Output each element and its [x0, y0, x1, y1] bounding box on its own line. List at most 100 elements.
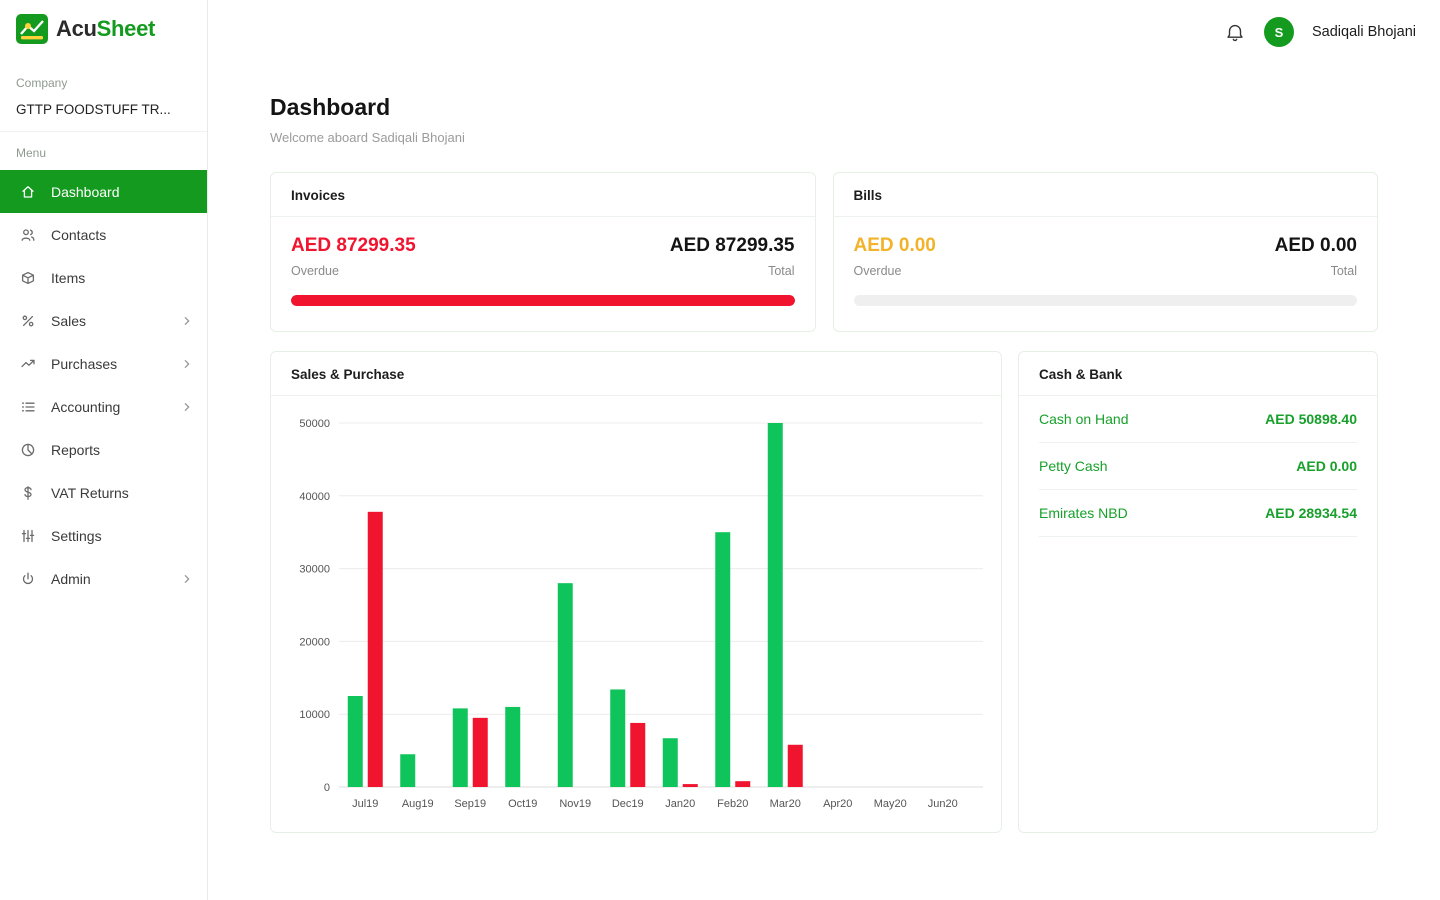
account-name: Emirates NBD: [1039, 505, 1128, 521]
sidebar-item-label: Settings: [51, 527, 102, 544]
svg-text:Mar20: Mar20: [770, 798, 801, 810]
sidebar-item-settings[interactable]: Settings: [0, 514, 207, 557]
sales-purchase-chart: 0 10000 20000 30000 40000 50000 Jul19 Aug19 Sep1…: [271, 396, 1001, 828]
bottom-row: Sales & Purchase 0 10000 20000 30000 40000 50…: [270, 351, 1378, 833]
sidebar-item-vat-returns[interactable]: VAT Returns: [0, 471, 207, 514]
sidebar-item-label: Dashboard: [51, 183, 120, 200]
svg-text:20000: 20000: [299, 636, 330, 648]
sidebar-item-dashboard[interactable]: Dashboard: [0, 170, 207, 213]
chevron-right-icon: [181, 315, 193, 327]
sidebar-item-contacts[interactable]: Contacts: [0, 213, 207, 256]
list-icon: [20, 399, 36, 415]
user-name[interactable]: Sadiqali Bhojani: [1312, 24, 1416, 40]
svg-text:Sep19: Sep19: [454, 798, 486, 810]
account-name: Petty Cash: [1039, 458, 1108, 474]
svg-text:50000: 50000: [299, 418, 330, 430]
svg-text:Nov19: Nov19: [559, 798, 591, 810]
sidebar-item-accounting[interactable]: Accounting: [0, 385, 207, 428]
sidebar-item-label: Admin: [51, 570, 91, 587]
bar-sales-jan20: [662, 738, 678, 787]
sidebar-item-label: Contacts: [51, 226, 107, 243]
sliders-icon: [20, 528, 36, 544]
users-icon: [20, 227, 36, 243]
trend-icon: [20, 356, 36, 372]
account-balance: AED 28934.54: [1265, 505, 1357, 521]
sales-purchase-card-title: Sales & Purchase: [271, 352, 1001, 396]
bills-overdue-label: Overdue: [853, 264, 902, 278]
svg-text:Oct19: Oct19: [508, 798, 537, 810]
sidebar-item-label: VAT Returns: [51, 484, 129, 501]
bills-card-body: AED 0.00 Overdue AED 0.00 Total: [834, 217, 1378, 306]
cash-bank-row-emirates-nbd[interactable]: Emirates NBD AED 28934.54: [1039, 490, 1357, 537]
main-panel: Dashboard Welcome aboard Sadiqali Bhojan…: [208, 64, 1440, 833]
company-name[interactable]: GTTP FOODSTUFF TR...: [0, 96, 207, 132]
page-subtitle: Welcome aboard Sadiqali Bhojani: [270, 130, 465, 145]
cash-bank-row-petty-cash[interactable]: Petty Cash AED 0.00: [1039, 443, 1357, 490]
svg-text:Apr20: Apr20: [823, 798, 852, 810]
company-section-label: Company: [16, 76, 68, 90]
sidebar-item-admin[interactable]: Admin: [0, 557, 207, 600]
bills-progress-track: [853, 295, 1357, 306]
chevron-right-icon: [181, 358, 193, 370]
sidebar-item-label: Purchases: [51, 355, 118, 372]
cash-bank-card-title: Cash & Bank: [1019, 352, 1377, 396]
stat-cards-row: Invoices AED 87299.35 Overdue AED 87299.…: [270, 172, 1378, 332]
sidebar-item-reports[interactable]: Reports: [0, 428, 207, 471]
sidebar-item-label: Reports: [51, 441, 101, 458]
bar-sales-aug19: [400, 754, 416, 787]
svg-text:0: 0: [324, 782, 330, 794]
percent-icon: [20, 313, 36, 329]
bar-sales-sep19: [452, 708, 468, 787]
sidebar-menu: Dashboard Contacts Items Sales Purchases Acco…: [0, 170, 207, 600]
bar-purchase-sep19: [472, 717, 488, 787]
svg-text:Jan20: Jan20: [665, 798, 695, 810]
bills-total-value: AED 0.00: [1274, 235, 1357, 256]
notifications-bell-icon[interactable]: [1224, 21, 1246, 43]
svg-text:Feb20: Feb20: [717, 798, 748, 810]
invoices-overdue-value: AED 87299.35: [291, 235, 416, 256]
svg-text:May20: May20: [874, 798, 907, 810]
bar-sales-feb20: [715, 532, 731, 787]
avatar[interactable]: S: [1264, 17, 1294, 47]
invoices-progress-track: [291, 295, 795, 306]
svg-text:Jun20: Jun20: [928, 798, 958, 810]
bar-purchase-feb20: [735, 781, 751, 787]
svg-text:Aug19: Aug19: [402, 798, 434, 810]
content-area: S Sadiqali Bhojani Dashboard Welcome abo…: [208, 0, 1440, 900]
cash-bank-row-cash-on-hand[interactable]: Cash on Hand AED 50898.40: [1039, 396, 1357, 443]
bar-purchase-dec19: [630, 722, 646, 787]
home-icon: [20, 184, 36, 200]
sidebar-item-items[interactable]: Items: [0, 256, 207, 299]
svg-text:30000: 30000: [299, 564, 330, 576]
sidebar: AcuSheet Company GTTP FOODSTUFF TR... Me…: [0, 0, 208, 900]
sidebar-item-label: Items: [51, 269, 86, 286]
sidebar-item-sales[interactable]: Sales: [0, 299, 207, 342]
svg-text:40000: 40000: [299, 491, 330, 503]
chevron-right-icon: [181, 573, 193, 585]
power-icon: [20, 571, 36, 587]
svg-text:10000: 10000: [299, 709, 330, 721]
bills-total-label: Total: [1330, 264, 1357, 278]
sidebar-item-label: Accounting: [51, 398, 121, 415]
svg-text:Jul19: Jul19: [352, 798, 378, 810]
app-logo-icon: [16, 14, 48, 44]
bills-card-title: Bills: [833, 173, 1377, 217]
invoices-overdue-label: Overdue: [291, 264, 339, 278]
account-balance: AED 50898.40: [1265, 411, 1357, 427]
dollar-icon: [20, 485, 36, 501]
sidebar-item-purchases[interactable]: Purchases: [0, 342, 207, 385]
cash-bank-card: Cash & Bank Cash on Hand AED 50898.40 Pett…: [1018, 351, 1378, 833]
app-logo: AcuSheet: [0, 0, 207, 62]
pie-icon: [20, 442, 36, 458]
account-name: Cash on Hand: [1039, 411, 1129, 427]
bar-sales-mar20: [767, 423, 783, 787]
invoices-card-title: Invoices: [271, 173, 815, 217]
bar-purchase-jan20: [682, 784, 698, 787]
bar-sales-nov19: [557, 583, 573, 787]
sales-purchase-chart-svg: 0 10000 20000 30000 40000 50000 Jul19 Aug19 Sep1…: [299, 418, 983, 810]
invoices-total-label: Total: [768, 264, 795, 278]
page-title: Dashboard: [270, 94, 391, 120]
bar-sales-dec19: [610, 689, 626, 787]
box-icon: [20, 270, 36, 286]
